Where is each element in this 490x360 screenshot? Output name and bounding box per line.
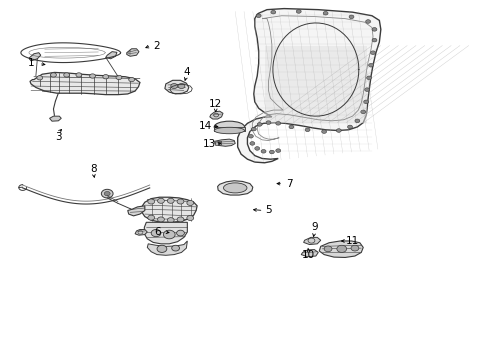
- Circle shape: [323, 12, 328, 15]
- Polygon shape: [145, 222, 187, 244]
- Circle shape: [251, 127, 256, 131]
- Circle shape: [366, 20, 370, 23]
- Circle shape: [256, 14, 261, 18]
- Circle shape: [322, 130, 327, 134]
- Text: 7: 7: [286, 179, 293, 189]
- Polygon shape: [147, 241, 187, 255]
- Circle shape: [270, 150, 274, 154]
- Circle shape: [163, 230, 175, 239]
- Circle shape: [148, 199, 155, 204]
- Ellipse shape: [223, 183, 247, 193]
- Circle shape: [178, 84, 185, 89]
- Circle shape: [324, 246, 332, 252]
- Circle shape: [116, 75, 122, 80]
- Circle shape: [104, 192, 110, 196]
- Circle shape: [347, 125, 352, 129]
- Text: 9: 9: [311, 222, 318, 232]
- Circle shape: [367, 76, 371, 80]
- Polygon shape: [210, 111, 223, 119]
- Text: 12: 12: [209, 99, 222, 109]
- Text: 5: 5: [265, 206, 272, 216]
- Circle shape: [101, 189, 113, 198]
- Circle shape: [349, 15, 354, 19]
- Circle shape: [177, 217, 184, 222]
- Circle shape: [372, 39, 377, 42]
- Polygon shape: [216, 141, 221, 145]
- Polygon shape: [128, 206, 145, 216]
- Circle shape: [248, 134, 253, 138]
- Circle shape: [336, 129, 341, 132]
- Circle shape: [158, 198, 164, 203]
- Bar: [214, 127, 245, 131]
- Circle shape: [289, 125, 294, 129]
- Circle shape: [361, 110, 366, 114]
- Polygon shape: [215, 139, 235, 146]
- Circle shape: [148, 215, 155, 220]
- Polygon shape: [165, 80, 189, 94]
- Circle shape: [368, 63, 373, 67]
- Circle shape: [172, 245, 179, 251]
- Polygon shape: [106, 51, 117, 59]
- Circle shape: [276, 149, 281, 152]
- Circle shape: [305, 128, 310, 132]
- Circle shape: [50, 73, 56, 77]
- Circle shape: [64, 73, 70, 77]
- Circle shape: [158, 217, 164, 222]
- Text: 4: 4: [183, 67, 190, 77]
- Circle shape: [176, 230, 184, 236]
- Circle shape: [90, 74, 96, 78]
- Circle shape: [167, 218, 174, 223]
- Circle shape: [365, 88, 369, 91]
- Circle shape: [351, 245, 359, 251]
- Circle shape: [355, 119, 360, 123]
- Circle shape: [337, 245, 346, 252]
- Circle shape: [187, 216, 194, 221]
- Polygon shape: [301, 249, 319, 257]
- Circle shape: [187, 201, 194, 206]
- Circle shape: [255, 147, 260, 150]
- Text: 8: 8: [90, 164, 97, 174]
- Circle shape: [261, 149, 266, 153]
- Polygon shape: [304, 237, 321, 244]
- Circle shape: [250, 141, 255, 145]
- Circle shape: [37, 76, 43, 80]
- Circle shape: [276, 122, 281, 125]
- Polygon shape: [29, 53, 41, 61]
- Polygon shape: [135, 229, 147, 235]
- Polygon shape: [319, 241, 363, 257]
- Circle shape: [157, 245, 167, 252]
- Ellipse shape: [214, 127, 245, 134]
- Circle shape: [296, 10, 301, 13]
- Text: 13: 13: [203, 139, 217, 149]
- Circle shape: [230, 184, 240, 192]
- Text: 10: 10: [302, 250, 315, 260]
- Circle shape: [171, 84, 177, 89]
- Circle shape: [271, 10, 276, 14]
- Circle shape: [177, 199, 184, 204]
- Circle shape: [151, 229, 161, 237]
- Text: 14: 14: [199, 121, 213, 131]
- Polygon shape: [218, 181, 253, 195]
- Polygon shape: [238, 9, 381, 163]
- Polygon shape: [127, 49, 139, 56]
- Circle shape: [76, 73, 82, 77]
- Circle shape: [372, 28, 377, 31]
- Polygon shape: [49, 116, 61, 121]
- Circle shape: [370, 51, 375, 54]
- Text: 1: 1: [28, 58, 35, 68]
- Text: 6: 6: [155, 227, 161, 237]
- Circle shape: [103, 75, 109, 79]
- Text: 2: 2: [153, 41, 159, 50]
- Circle shape: [266, 121, 271, 125]
- Circle shape: [167, 198, 174, 203]
- Bar: [265, 45, 367, 123]
- Ellipse shape: [214, 121, 245, 133]
- Circle shape: [257, 123, 262, 126]
- Text: 3: 3: [55, 132, 62, 142]
- Circle shape: [129, 77, 135, 82]
- Text: 11: 11: [346, 236, 359, 246]
- Polygon shape: [30, 72, 140, 95]
- Circle shape: [364, 100, 368, 104]
- Polygon shape: [142, 197, 197, 222]
